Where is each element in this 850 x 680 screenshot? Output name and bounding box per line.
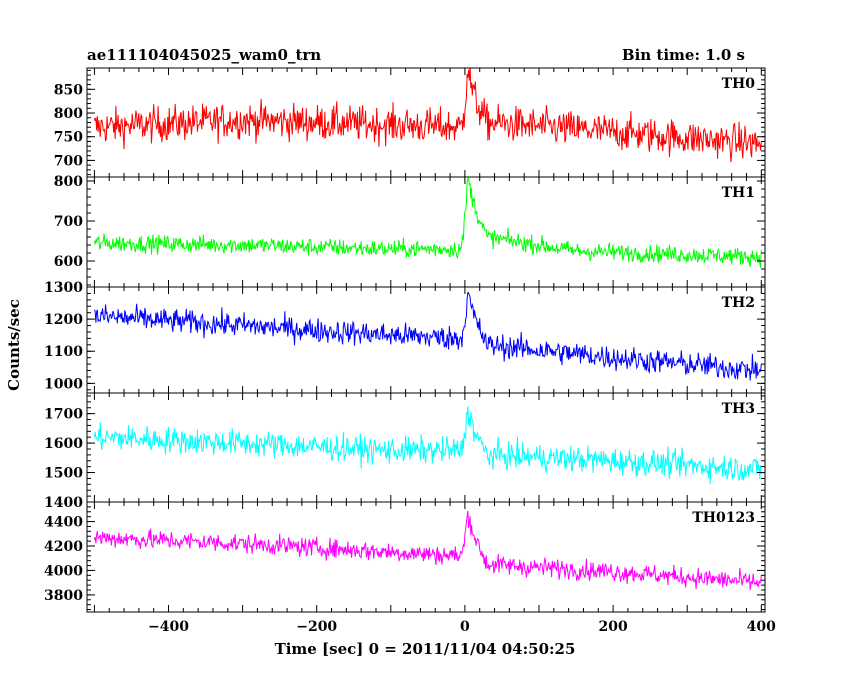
panels-group: 700 750 800 850 TH0 600 700 800 TH1 1000 1100 1200 1… (44, 67, 776, 635)
y-tick-label: 1500 (44, 466, 83, 482)
y-tick-label: 800 (54, 106, 83, 122)
panel-frame-th1 (86, 176, 766, 288)
series-line-th2 (93, 291, 762, 381)
x-tick-label: 200 (598, 619, 627, 635)
y-tick-label: 700 (54, 214, 83, 230)
y-tick-label: 1400 (44, 495, 83, 511)
series-line-th0 (93, 68, 762, 163)
chart-title: ae111104045025_wam0_trn (87, 46, 321, 64)
panel-label-th3: TH3 (722, 401, 755, 417)
y-axis-label: Counts/sec (5, 299, 23, 391)
panel-label-th0123: TH0123 (692, 510, 755, 526)
panel-frame-th0123 (86, 501, 766, 613)
series-line-th0123 (93, 510, 762, 591)
y-tick-label: 1000 (44, 376, 83, 392)
y-tick-label: 3800 (44, 588, 83, 604)
x-tick-label: 0 (460, 619, 470, 635)
panel-label-th1: TH1 (722, 185, 755, 201)
x-tick-label: −400 (148, 619, 189, 635)
x-tick-label: −200 (296, 619, 337, 635)
y-tick-label: 1700 (44, 407, 83, 423)
bin-time-label: Bin time: 1.0 s (622, 46, 745, 64)
y-tick-label: 1100 (44, 344, 83, 360)
series-line-th1 (93, 177, 762, 268)
y-tick-label: 750 (54, 130, 83, 146)
y-tick-label: 4400 (44, 515, 83, 531)
y-tick-label: 4200 (44, 539, 83, 555)
y-tick-label: 4000 (44, 563, 83, 579)
y-tick-label: 1600 (44, 436, 83, 452)
series-line-th3 (93, 406, 762, 484)
panel-label-th0: TH0 (722, 76, 756, 92)
panel-label-th2: TH2 (722, 295, 755, 311)
x-axis-label: Time [sec] 0 = 2011/11/04 04:50:25 (275, 640, 576, 658)
y-tick-label: 1300 (44, 280, 83, 296)
y-tick-label: 700 (54, 153, 83, 169)
y-tick-label: 800 (54, 174, 83, 190)
y-tick-label: 850 (54, 82, 83, 98)
y-tick-label: 1200 (44, 312, 83, 328)
y-tick-label: 600 (54, 254, 83, 270)
x-tick-label: 400 (747, 619, 776, 635)
